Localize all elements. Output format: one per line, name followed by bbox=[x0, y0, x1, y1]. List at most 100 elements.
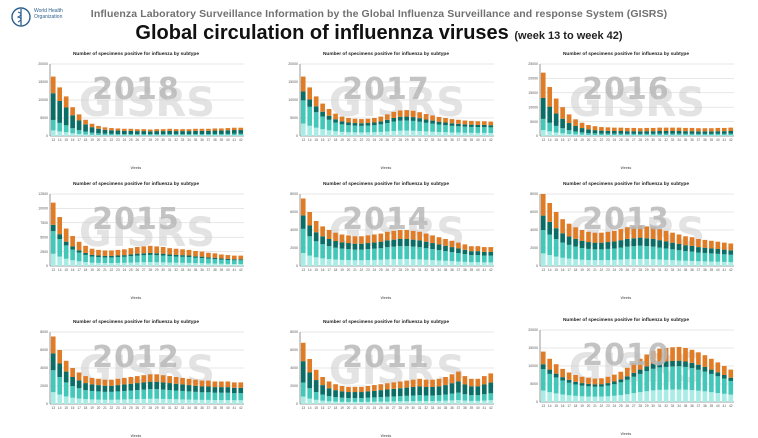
bar-stack bbox=[436, 378, 442, 404]
bar-segment bbox=[404, 387, 410, 396]
bar-segment bbox=[199, 399, 205, 404]
bar-segment bbox=[134, 246, 140, 254]
bar-segment bbox=[689, 127, 695, 132]
bar-segment bbox=[689, 251, 695, 261]
bar-segment bbox=[573, 246, 578, 260]
bar-segment bbox=[469, 251, 474, 256]
bar-segment bbox=[430, 379, 435, 387]
x-tick-label: 21 bbox=[353, 406, 357, 410]
bar-stack bbox=[365, 118, 371, 136]
x-tick-label: 34 bbox=[187, 138, 191, 142]
bar-stack bbox=[715, 127, 721, 136]
bar-segment bbox=[231, 264, 237, 266]
x-tick-label: 16 bbox=[321, 406, 325, 410]
x-tick-label: 39 bbox=[220, 138, 224, 142]
bar-segment bbox=[410, 230, 416, 240]
bar-segment bbox=[676, 130, 682, 134]
bar-segment bbox=[199, 135, 205, 136]
x-tick-label: 32 bbox=[424, 138, 428, 142]
bar-stack bbox=[83, 119, 88, 136]
bar-segment bbox=[154, 135, 160, 136]
bar-segment bbox=[167, 130, 172, 135]
bar-segment bbox=[566, 114, 572, 124]
bar-segment bbox=[579, 122, 585, 129]
bar-segment bbox=[423, 401, 429, 404]
bar-segment bbox=[57, 122, 63, 132]
bar-stack bbox=[359, 386, 364, 404]
bar-segment bbox=[566, 395, 572, 402]
bar-stack bbox=[721, 366, 727, 402]
bar-segment bbox=[417, 231, 422, 241]
bar-stack bbox=[238, 127, 244, 136]
bar-segment bbox=[219, 133, 224, 136]
x-tick-label: 27 bbox=[142, 138, 146, 142]
bar-segment bbox=[443, 400, 448, 404]
bar-stack bbox=[219, 128, 224, 136]
bar-segment bbox=[404, 116, 410, 121]
bar-stack bbox=[320, 226, 325, 266]
bar-segment bbox=[592, 135, 598, 136]
bar-segment bbox=[83, 254, 88, 263]
bar-segment bbox=[320, 377, 325, 386]
x-tick-label: 29 bbox=[405, 406, 409, 410]
bar-segment bbox=[147, 389, 153, 399]
x-tick-label: 20 bbox=[97, 268, 101, 272]
bar-stack bbox=[313, 369, 319, 404]
bar-segment bbox=[573, 395, 578, 402]
bar-segment bbox=[657, 367, 662, 390]
bar-segment bbox=[326, 381, 332, 389]
bar-stack bbox=[333, 232, 338, 266]
bar-stack bbox=[63, 228, 69, 266]
bar-segment bbox=[663, 130, 669, 134]
bar-stack bbox=[573, 375, 578, 402]
bar-segment bbox=[339, 397, 345, 402]
bar-segment bbox=[696, 369, 701, 391]
x-tick-label: 31 bbox=[658, 404, 662, 408]
bar-segment bbox=[560, 118, 565, 129]
x-tick-label: 18 bbox=[334, 138, 338, 142]
bar-segment bbox=[605, 383, 611, 386]
bar-segment bbox=[417, 378, 422, 387]
bar-segment bbox=[696, 128, 701, 132]
bar-segment bbox=[167, 248, 172, 255]
bar-segment bbox=[650, 133, 656, 136]
bar-segment bbox=[553, 132, 559, 136]
bar-stack bbox=[423, 114, 429, 136]
bar-segment bbox=[404, 380, 410, 388]
x-tick-label: 37 bbox=[697, 138, 701, 142]
x-tick-label: 26 bbox=[386, 268, 390, 272]
x-tick-label: 30 bbox=[161, 406, 165, 410]
bar-stack bbox=[70, 107, 75, 136]
bar-segment bbox=[180, 384, 185, 391]
bar-stack bbox=[134, 376, 140, 404]
x-tick-label: 37 bbox=[457, 406, 461, 410]
bar-segment bbox=[154, 253, 160, 256]
bar-segment bbox=[728, 135, 734, 136]
bar-stack bbox=[481, 121, 487, 136]
bar-segment bbox=[462, 394, 468, 401]
bar-segment bbox=[372, 390, 377, 398]
bar-segment bbox=[231, 400, 237, 404]
y-tick-label: 8000 bbox=[290, 192, 298, 196]
bar-segment bbox=[436, 260, 442, 266]
bar-segment bbox=[128, 390, 134, 400]
x-tick-label: 33 bbox=[671, 268, 675, 272]
x-tick-label: 23 bbox=[116, 406, 120, 410]
x-tick-label: 20 bbox=[97, 138, 101, 142]
bar-stack bbox=[676, 127, 682, 136]
bar-segment bbox=[333, 401, 338, 404]
y-tick-label: 0 bbox=[296, 134, 298, 138]
bar-segment bbox=[50, 130, 56, 136]
bar-segment bbox=[160, 398, 166, 404]
bar-segment bbox=[50, 76, 56, 94]
bar-stack bbox=[475, 121, 481, 136]
x-tick-label: 22 bbox=[360, 268, 364, 272]
bar-stack bbox=[436, 237, 442, 266]
x-tick-label: 17 bbox=[327, 268, 331, 272]
bar-segment bbox=[372, 259, 377, 266]
bar-segment bbox=[404, 259, 410, 266]
x-tick-label: 38 bbox=[703, 268, 707, 272]
bar-segment bbox=[449, 132, 455, 136]
bar-segment bbox=[109, 257, 114, 264]
bar-segment bbox=[219, 258, 224, 260]
